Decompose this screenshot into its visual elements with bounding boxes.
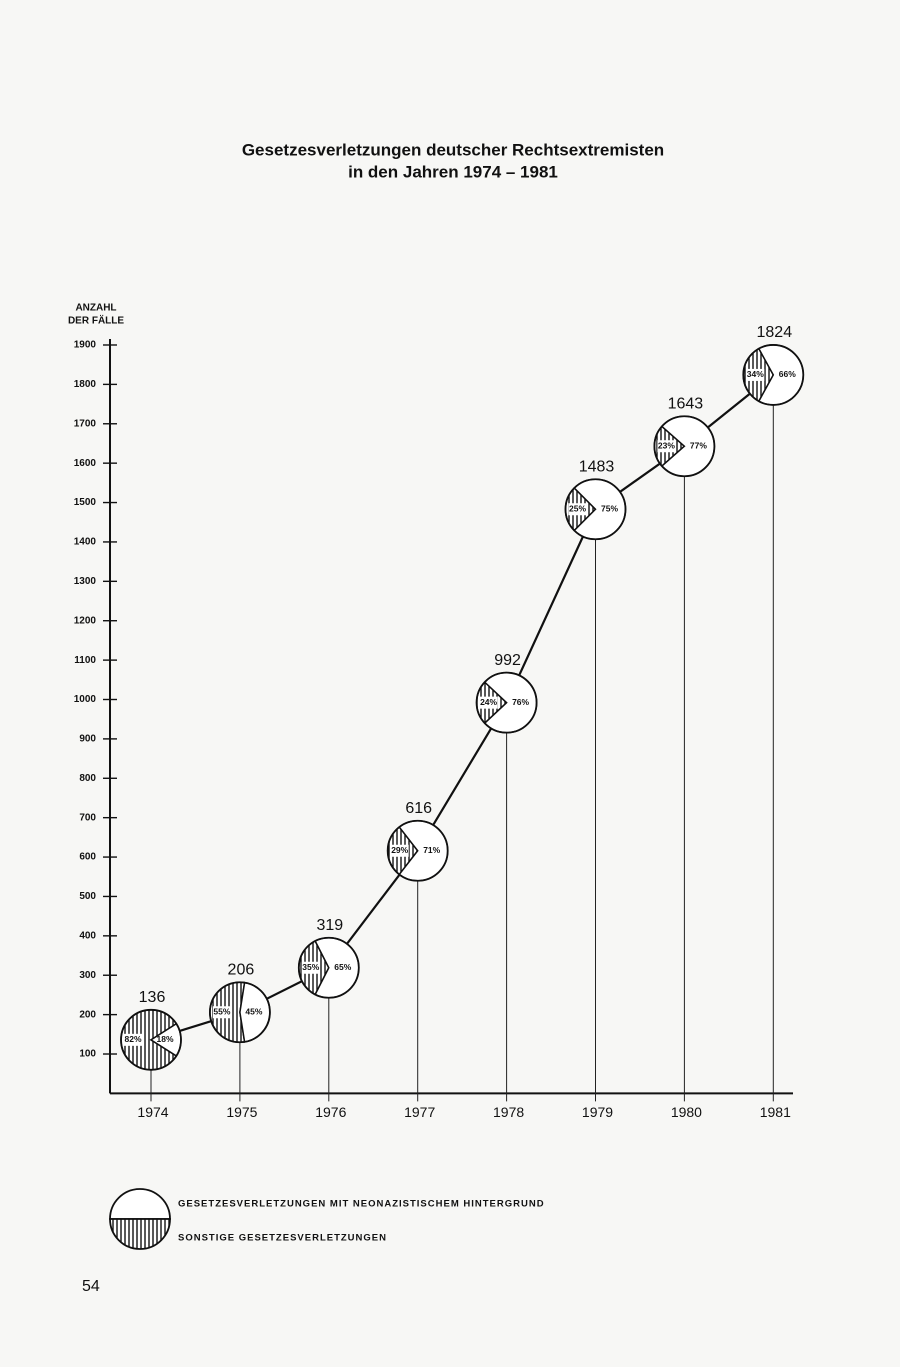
legend-swatch (109, 1218, 171, 1250)
y-tick-label: 100 (79, 1049, 96, 1060)
y-axis-label: ANZAHL (75, 303, 116, 314)
pie-outline (475, 671, 538, 734)
total-label: 136 (139, 989, 166, 1006)
pie-outline (120, 1008, 182, 1071)
y-tick-label: 1800 (74, 379, 97, 390)
x-tick-label: 1976 (315, 1104, 346, 1120)
total-label: 1643 (668, 395, 704, 412)
x-tick-label: 1974 (137, 1104, 168, 1120)
pie-label: 25% (569, 503, 586, 513)
legend-swatch (109, 1188, 171, 1220)
legend-label: SONSTIGE GESETZESVERLETZUNGEN (178, 1233, 387, 1244)
x-tick-label: 1978 (493, 1104, 524, 1120)
pie-label: 66% (779, 369, 796, 379)
y-tick-label: 1700 (74, 418, 97, 429)
pie-outline (386, 819, 449, 882)
pie-label: 71% (423, 845, 440, 855)
y-tick-label: 1400 (74, 537, 97, 548)
pie-label: 75% (601, 503, 618, 513)
y-tick-label: 1000 (74, 694, 97, 705)
pie-label: 34% (747, 369, 764, 379)
total-label: 992 (494, 652, 521, 669)
pie-outline (208, 981, 271, 1044)
x-tick-label: 1980 (671, 1104, 702, 1120)
pie-label: 77% (690, 440, 707, 450)
label-bg (479, 696, 498, 709)
total-label: 616 (405, 800, 432, 817)
pie-label: 23% (658, 440, 675, 450)
legend-label: GESETZESVERLETZUNGEN MIT NEONAZISTISCHEM… (178, 1199, 545, 1210)
label-bg (124, 1033, 142, 1046)
y-tick-label: 400 (79, 930, 96, 941)
pie-label: 29% (391, 845, 408, 855)
y-tick-label: 600 (79, 852, 96, 863)
pie-label: 82% (124, 1034, 141, 1044)
pie-label: 55% (213, 1007, 230, 1017)
chart-title: Gesetzesverletzungen deutscher Rechtsext… (242, 140, 664, 159)
page-number: 54 (82, 1278, 100, 1295)
pie-label: 35% (302, 962, 319, 972)
y-tick-label: 1300 (74, 576, 97, 587)
total-label: 206 (228, 961, 255, 978)
y-tick-label: 200 (79, 1009, 96, 1020)
total-label: 1824 (757, 324, 793, 341)
y-tick-label: 1200 (74, 615, 97, 626)
pie-outline (653, 415, 716, 478)
y-tick-label: 900 (79, 734, 96, 745)
label-bg (212, 1006, 231, 1019)
label-bg (301, 961, 320, 974)
x-tick-label: 1975 (226, 1104, 257, 1120)
pie-label: 18% (156, 1034, 173, 1044)
y-tick-label: 300 (79, 970, 96, 981)
pie-label: 45% (245, 1007, 262, 1017)
x-tick-label: 1979 (582, 1104, 613, 1120)
y-tick-label: 800 (79, 773, 96, 784)
pie-outline (742, 344, 805, 406)
pie-label: 65% (334, 962, 351, 972)
chart-subtitle: in den Jahren 1974 – 1981 (348, 162, 558, 181)
y-tick-label: 1100 (74, 655, 96, 666)
y-axis-label: DER FÄLLE (68, 314, 124, 327)
y-tick-label: 1900 (74, 340, 97, 351)
pie-outline (297, 936, 360, 999)
x-tick-label: 1977 (404, 1104, 435, 1120)
pie-label: 24% (480, 697, 497, 707)
pie-outline (564, 478, 627, 541)
pie-label: 76% (512, 697, 529, 707)
label-bg (746, 368, 765, 381)
label-bg (657, 440, 676, 453)
x-tick-label: 1981 (760, 1104, 791, 1120)
label-bg (568, 503, 587, 516)
label-bg (390, 844, 409, 857)
total-label: 319 (316, 917, 343, 934)
y-tick-label: 700 (79, 812, 96, 823)
y-tick-label: 1500 (74, 497, 97, 508)
total-label: 1483 (579, 458, 615, 475)
y-tick-label: 500 (79, 891, 96, 902)
y-tick-label: 1600 (74, 458, 97, 469)
